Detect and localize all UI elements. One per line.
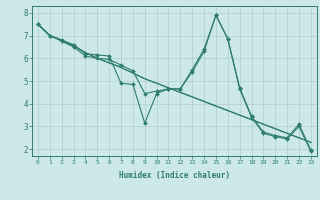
X-axis label: Humidex (Indice chaleur): Humidex (Indice chaleur) (119, 171, 230, 180)
